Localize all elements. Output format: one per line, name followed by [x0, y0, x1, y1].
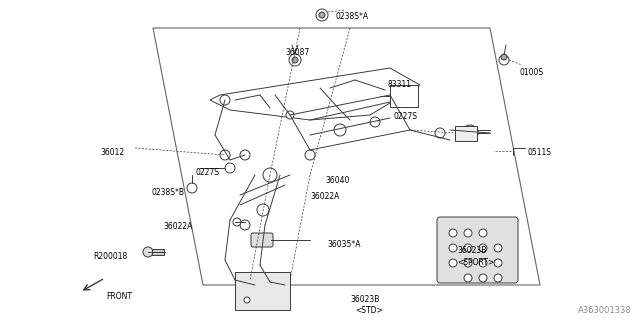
Text: 36012: 36012 — [100, 148, 124, 157]
Text: 0227S: 0227S — [195, 168, 219, 177]
Text: 0511S: 0511S — [528, 148, 552, 157]
Circle shape — [449, 244, 457, 252]
Circle shape — [316, 9, 328, 21]
Circle shape — [464, 274, 472, 282]
Circle shape — [286, 111, 294, 119]
Text: 36023B: 36023B — [457, 246, 486, 255]
Text: 36022A: 36022A — [310, 192, 339, 201]
Text: 0100S: 0100S — [520, 68, 544, 77]
Circle shape — [501, 54, 507, 60]
Circle shape — [499, 55, 509, 65]
Circle shape — [240, 150, 250, 160]
FancyBboxPatch shape — [390, 85, 418, 107]
FancyBboxPatch shape — [251, 233, 273, 247]
Text: 36035*A: 36035*A — [327, 240, 360, 249]
Text: 83311: 83311 — [388, 80, 412, 89]
Circle shape — [479, 259, 487, 267]
Text: 36023B: 36023B — [350, 295, 380, 304]
FancyBboxPatch shape — [455, 126, 477, 141]
Text: <STD>: <STD> — [355, 306, 383, 315]
Circle shape — [464, 244, 472, 252]
Text: 0238S*B: 0238S*B — [152, 188, 185, 197]
FancyBboxPatch shape — [152, 249, 164, 255]
Circle shape — [240, 220, 250, 230]
Circle shape — [462, 125, 478, 141]
Circle shape — [334, 124, 346, 136]
Circle shape — [263, 168, 277, 182]
Circle shape — [494, 259, 502, 267]
Circle shape — [143, 247, 153, 257]
Text: R200018: R200018 — [93, 252, 127, 261]
Circle shape — [494, 274, 502, 282]
Circle shape — [292, 57, 298, 63]
Circle shape — [257, 204, 269, 216]
Circle shape — [370, 117, 380, 127]
Circle shape — [225, 163, 235, 173]
Circle shape — [435, 128, 445, 138]
Circle shape — [187, 183, 197, 193]
Circle shape — [449, 229, 457, 237]
Circle shape — [305, 150, 315, 160]
Text: <SPORT>: <SPORT> — [457, 258, 494, 267]
Text: 0238S*A: 0238S*A — [335, 12, 368, 21]
Text: 36040: 36040 — [325, 176, 349, 185]
Circle shape — [220, 150, 230, 160]
Circle shape — [289, 54, 301, 66]
Circle shape — [494, 244, 502, 252]
Circle shape — [479, 244, 487, 252]
Text: 36087: 36087 — [285, 48, 309, 57]
Circle shape — [464, 259, 472, 267]
Circle shape — [233, 218, 241, 226]
Circle shape — [319, 12, 325, 18]
Text: 36022A: 36022A — [163, 222, 193, 231]
Circle shape — [479, 274, 487, 282]
Text: 0227S: 0227S — [393, 112, 417, 121]
Circle shape — [449, 259, 457, 267]
Circle shape — [479, 229, 487, 237]
FancyBboxPatch shape — [437, 217, 518, 283]
Text: A363001338: A363001338 — [579, 306, 632, 315]
Circle shape — [244, 297, 250, 303]
FancyBboxPatch shape — [235, 272, 290, 310]
Circle shape — [220, 95, 230, 105]
Circle shape — [464, 229, 472, 237]
Text: FRONT: FRONT — [106, 292, 132, 301]
Circle shape — [466, 129, 474, 137]
